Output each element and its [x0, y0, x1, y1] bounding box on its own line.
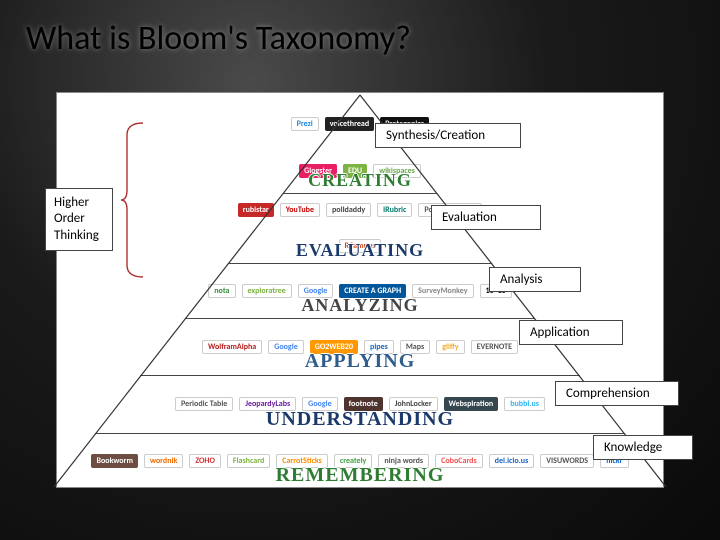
tool-logo: YouTube: [280, 203, 320, 217]
band-divider: [140, 375, 580, 376]
tool-logo: voicethread: [325, 117, 374, 131]
higher-order-thinking-label: HigherOrderThinking: [45, 188, 113, 251]
tool-logo: Prezi: [291, 117, 319, 131]
tool-logo: polldaddy: [326, 203, 371, 217]
tool-logo: iRubric: [377, 203, 412, 217]
band-title: REMEMBERING: [57, 464, 663, 487]
callout-remembering: Knowledge: [593, 435, 693, 460]
band-divider: [95, 433, 625, 434]
band-divider: [283, 193, 438, 194]
slide-title: What is Bloom's Taxonomy?: [26, 18, 411, 59]
pyramid-band-remembering: BookwormwordnikZOHOFlashcardCarrotSticks…: [57, 433, 663, 489]
band-title: APPLYING: [57, 350, 663, 373]
band-divider: [228, 263, 492, 264]
tool-logo: rubistar: [238, 203, 274, 217]
callout-evaluating: Evaluation: [431, 205, 541, 230]
band-title: UNDERSTANDING: [57, 408, 663, 431]
higher-order-bracket: [121, 121, 155, 279]
pyramid-container: PrezivoicethreadProtagonizeGlogsterEDUwi…: [56, 92, 664, 488]
callout-creating: Synthesis/Creation: [375, 123, 521, 148]
band-divider: [185, 318, 535, 319]
band-title: ANALYZING: [57, 295, 663, 316]
callout-applying: Application: [519, 320, 623, 345]
callout-analyzing: Analysis: [489, 267, 581, 292]
callout-understanding: Comprehension: [555, 381, 679, 406]
